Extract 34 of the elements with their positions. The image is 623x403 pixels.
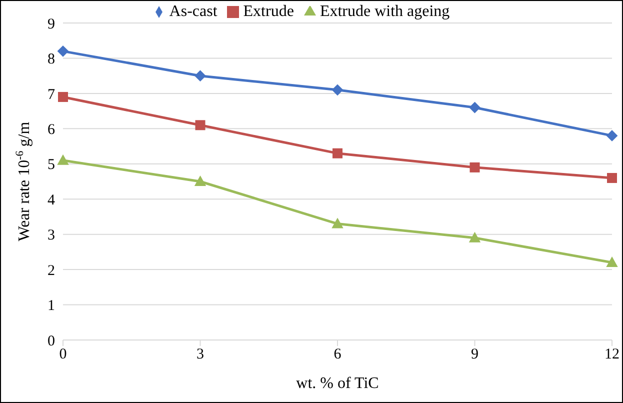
x-tick-label: 6 [334,346,342,363]
y-tick-label: 8 [48,52,55,68]
point [332,84,343,96]
point [58,92,68,102]
point [195,120,206,130]
point [607,172,617,183]
y-tick-label: 0 [48,333,55,350]
point [58,46,68,57]
point [332,148,342,158]
point [194,70,206,82]
point [469,232,480,242]
x-tick-label: 12 [604,346,620,363]
point [470,162,480,172]
y-tick-label: 1 [48,298,55,314]
y-tick-label: 5 [48,157,55,174]
point [469,102,480,114]
legend-label: Extrude [243,3,294,20]
y-tick-label: 7 [48,86,56,103]
x-tick-label: 9 [471,346,478,363]
x-tick-label: 0 [59,346,67,363]
y-tick-label: 4 [48,192,56,208]
x-axis-title: wt. % of TiC [296,375,379,392]
point [606,257,618,268]
legend-label: As-cast [169,3,218,20]
point [332,218,343,228]
y-tick-label: 3 [48,228,55,244]
legend-label: Extrude with ageing [320,3,450,20]
x-tick-label: 3 [196,346,204,363]
y-tick-label: 9 [48,16,55,32]
point [606,130,618,142]
y-tick-label: 6 [48,122,56,138]
point [194,176,206,186]
point [58,154,68,165]
y-tick-label: 2 [48,262,55,279]
